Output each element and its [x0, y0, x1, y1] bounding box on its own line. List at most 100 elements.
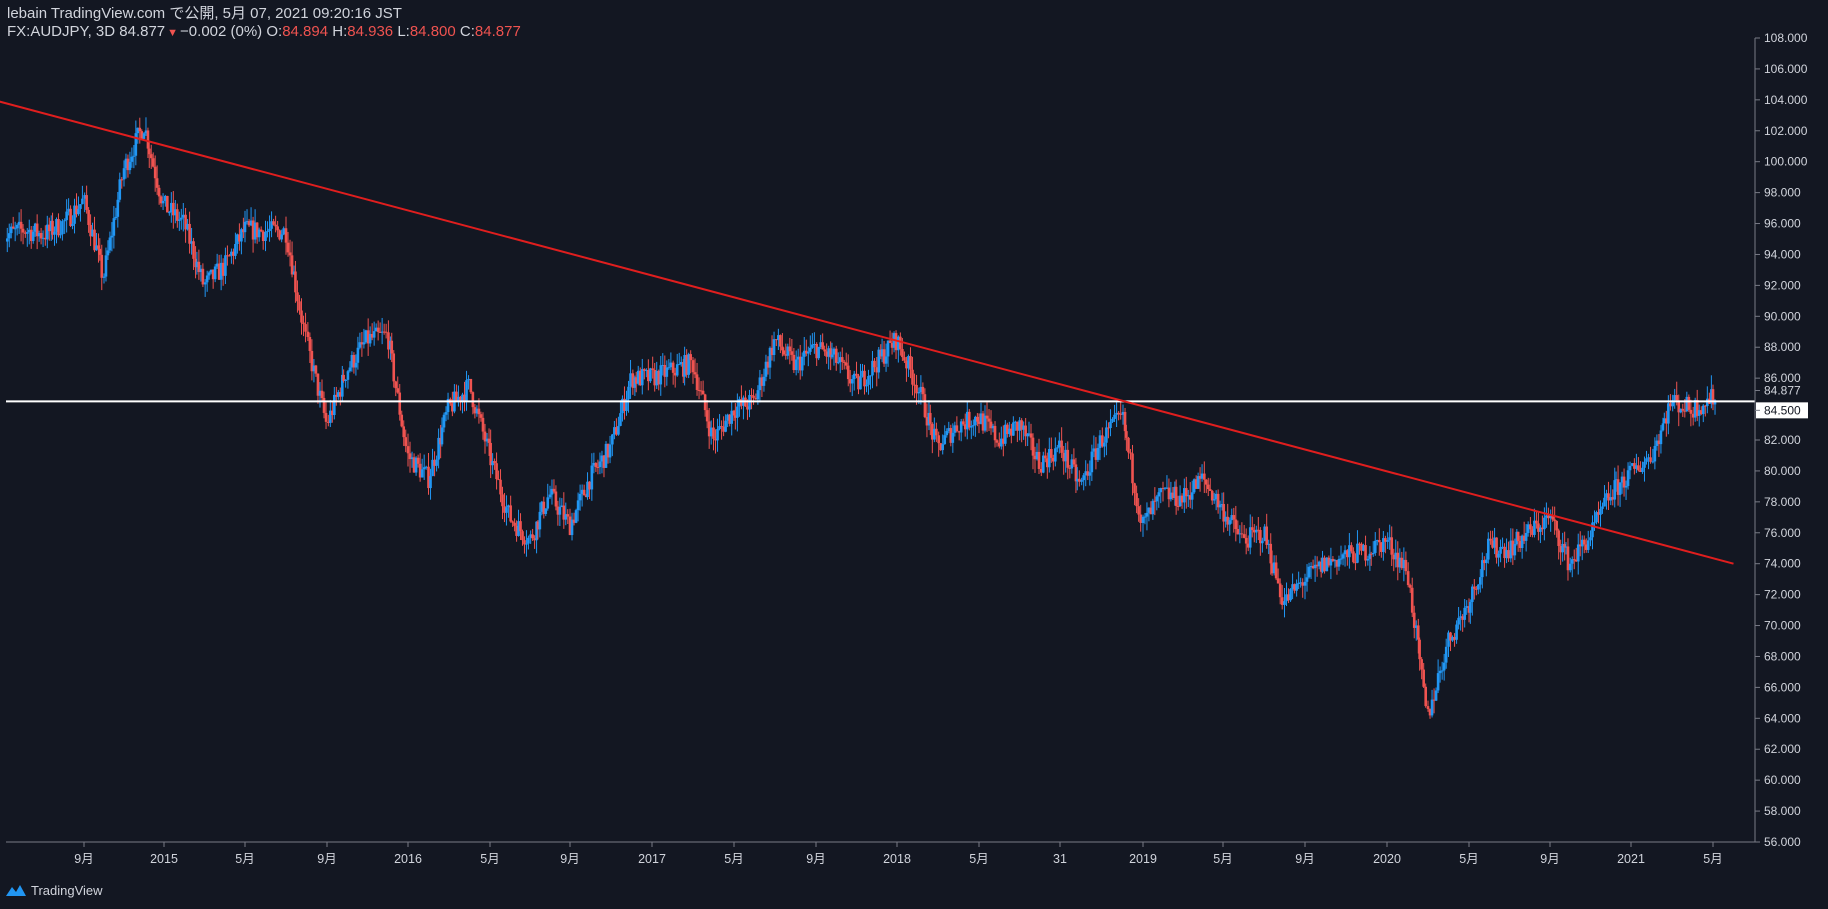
price-tick-label: 72.000 — [1764, 588, 1801, 602]
candle-body — [925, 417, 929, 426]
candle-body — [1350, 545, 1353, 552]
candle-body — [1607, 493, 1610, 501]
candle-body — [1667, 403, 1670, 424]
candle-body — [97, 245, 100, 249]
candle-body — [1224, 516, 1227, 522]
candle-body — [1597, 512, 1600, 515]
candle-body — [71, 223, 74, 226]
candle-body — [886, 340, 890, 357]
candle-body — [640, 369, 644, 386]
price-tick-label: 68.000 — [1764, 649, 1801, 663]
candle-body — [740, 399, 743, 406]
candle-body — [673, 372, 677, 376]
candle-body — [802, 350, 806, 357]
candle-body — [1461, 616, 1464, 620]
candle-body — [1541, 527, 1544, 530]
candle-body — [126, 158, 130, 171]
candle-body — [1515, 531, 1519, 545]
candle-body — [1679, 408, 1683, 413]
candle-body — [781, 346, 784, 351]
candle-body — [157, 187, 161, 197]
candle-body — [1396, 552, 1400, 568]
candle-body — [1400, 557, 1404, 569]
candle-body — [410, 457, 414, 460]
candle-body — [184, 214, 187, 230]
candle-body — [1022, 425, 1025, 430]
candle-body — [1518, 540, 1522, 549]
candle-body — [1006, 424, 1009, 435]
candle-body — [100, 254, 104, 278]
candle-body — [1321, 557, 1324, 572]
candle-body — [1449, 632, 1452, 641]
candle-body — [574, 510, 578, 523]
candle-body — [525, 543, 528, 545]
high-value: 84.936 — [347, 23, 394, 40]
candle-body — [580, 489, 584, 494]
candle-body — [1155, 496, 1159, 502]
candle-body — [1075, 478, 1079, 482]
candle-body — [1595, 512, 1598, 523]
time-tick-label: 5月 — [969, 852, 988, 866]
candle-body — [819, 342, 822, 347]
candle-body — [433, 459, 436, 466]
candle-body — [144, 130, 148, 134]
candle-body — [1465, 606, 1468, 608]
candle-body — [1495, 537, 1498, 558]
candle-body — [489, 442, 492, 466]
candle-body — [174, 209, 177, 216]
candle-body — [253, 222, 257, 240]
candle-body — [176, 209, 179, 221]
candle-body — [376, 327, 380, 332]
candle-body — [232, 251, 235, 256]
candle-body — [1196, 476, 1200, 489]
candle-body — [1346, 550, 1349, 558]
candle-body — [1297, 582, 1300, 584]
candle-body — [1394, 552, 1398, 560]
open-label: O: — [266, 23, 283, 40]
candle-body — [1228, 520, 1232, 525]
candle-body — [1044, 455, 1047, 459]
candle-body — [1457, 617, 1460, 625]
candle-body — [406, 446, 410, 454]
candle-body — [1491, 540, 1494, 548]
candle-body — [1557, 530, 1560, 547]
candle-body — [304, 324, 307, 332]
candle-body — [440, 427, 444, 445]
candle-body — [855, 373, 858, 376]
candle-body — [1535, 520, 1538, 524]
candle-body — [230, 251, 233, 256]
candle-body — [1637, 465, 1640, 471]
candle-body — [296, 292, 299, 302]
candle-body — [796, 356, 800, 360]
candle-body — [772, 339, 776, 355]
candle-body — [979, 413, 983, 424]
candle-body — [1259, 530, 1262, 544]
candle-body — [1178, 495, 1182, 507]
candle-body — [615, 427, 618, 435]
candle-body — [45, 224, 49, 240]
candle-body — [1710, 389, 1713, 404]
candle-body — [760, 377, 764, 386]
candle-body — [1052, 457, 1055, 462]
candle-body — [164, 195, 167, 201]
candle-body — [7, 233, 11, 239]
candle-body — [1111, 418, 1114, 422]
candle-body — [653, 369, 656, 386]
candle-body — [1624, 485, 1628, 488]
candle-body — [1016, 421, 1019, 431]
time-tick-label: 31 — [1053, 852, 1067, 866]
candle-body — [1543, 517, 1546, 530]
candle-body — [621, 398, 624, 414]
price-tick-label: 78.000 — [1764, 495, 1801, 509]
candle-body — [1438, 670, 1442, 674]
candle-body — [1331, 558, 1335, 562]
candle-body — [623, 398, 626, 411]
candle-body — [991, 425, 995, 429]
candle-body — [1031, 437, 1035, 456]
symbol-info: FX:AUDJPY, 3D 84.877 ▼ −0.002 (0%) O:84.89… — [7, 23, 521, 41]
candle-body — [282, 228, 285, 235]
price-tick-label: 80.000 — [1764, 464, 1801, 478]
price-tick-label: 74.000 — [1764, 557, 1801, 571]
candle-body — [1501, 546, 1504, 548]
